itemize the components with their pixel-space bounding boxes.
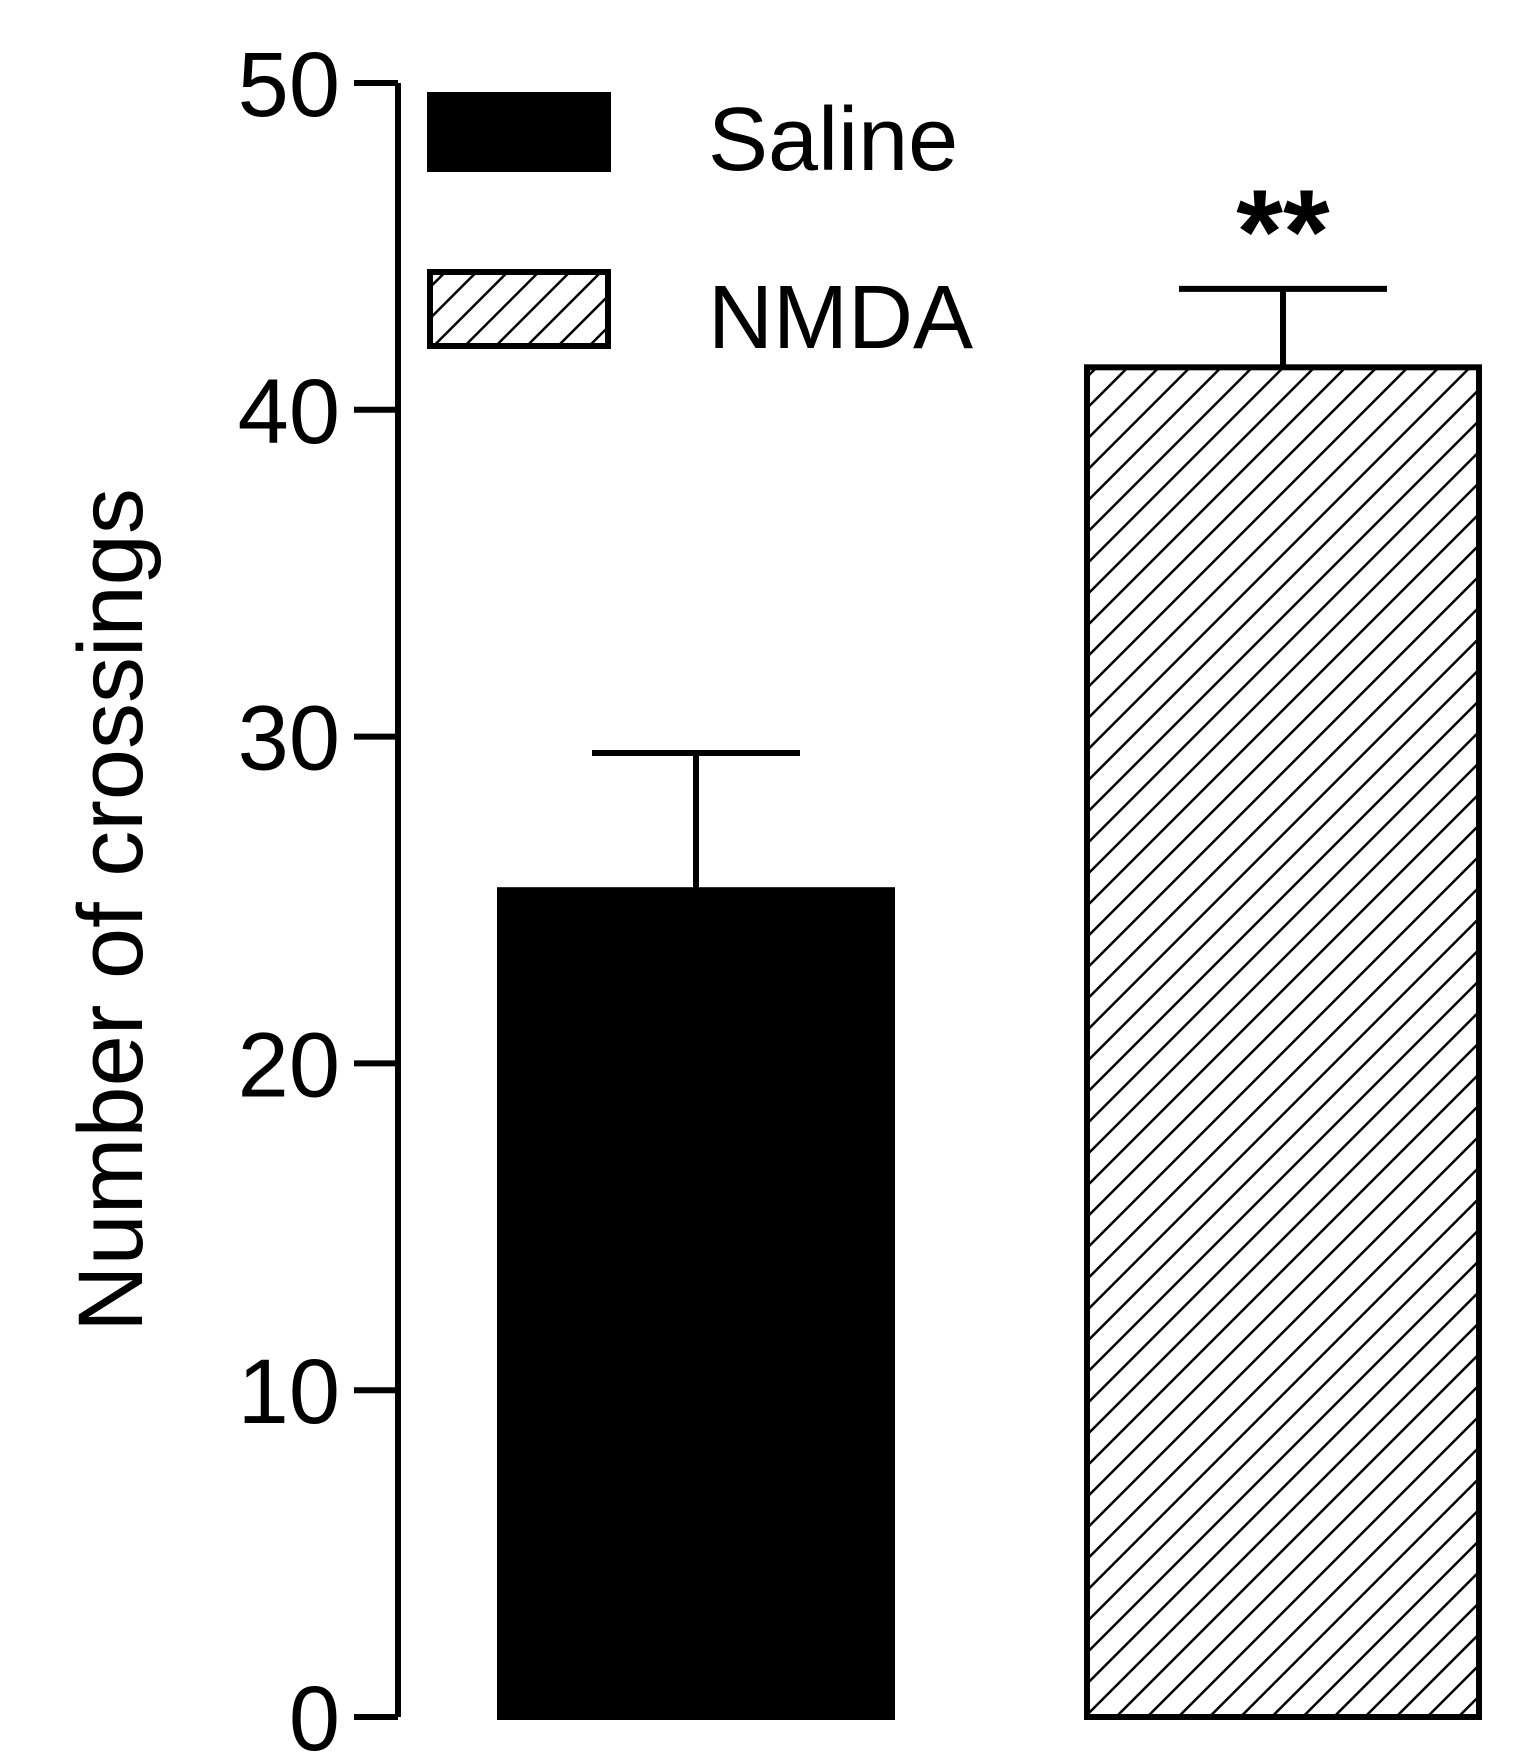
y-tick-label-10: 10	[238, 1341, 340, 1443]
y-tick-label-50: 50	[238, 34, 340, 136]
y-axis-label: Number of crossings	[60, 488, 162, 1332]
y-axis-ticks: 0 10 20 30 40 50	[238, 34, 398, 1756]
legend-label-saline: Saline	[708, 90, 958, 190]
legend-swatch-saline	[427, 92, 611, 172]
y-tick-label-20: 20	[238, 1014, 340, 1116]
bar-nmda	[1084, 364, 1482, 1720]
y-tick-label-0: 0	[289, 1668, 340, 1756]
y-tick-label-30: 30	[238, 688, 340, 790]
significance-annotation: **	[1236, 165, 1330, 299]
bars: **	[497, 165, 1482, 1720]
legend: Saline NMDA	[427, 90, 973, 368]
y-tick-label-40: 40	[238, 361, 340, 463]
legend-label-nmda: NMDA	[708, 268, 973, 368]
bar-saline	[497, 887, 895, 1720]
legend-swatch-nmda	[427, 269, 611, 349]
